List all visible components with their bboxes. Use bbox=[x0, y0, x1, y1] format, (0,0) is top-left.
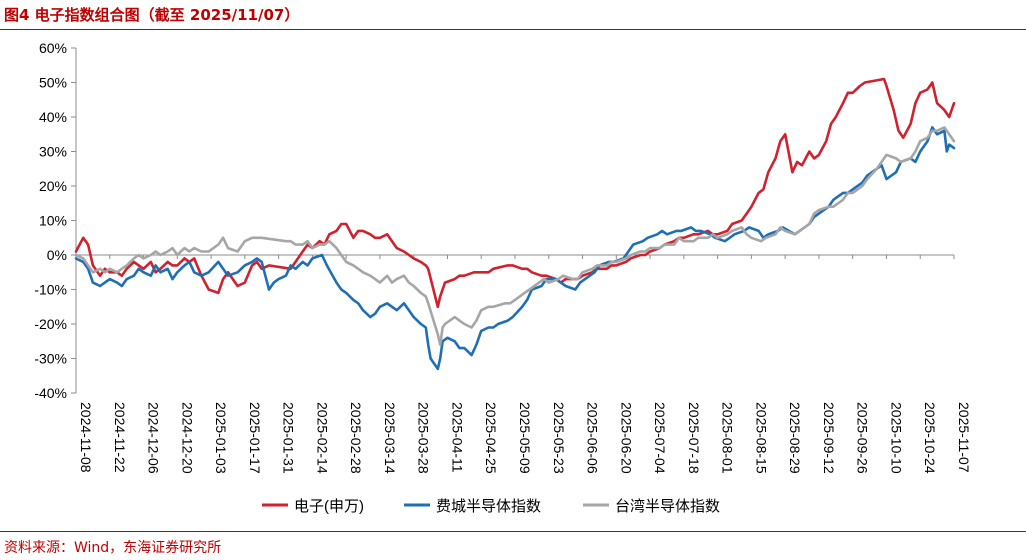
y-tick-label: 20% bbox=[39, 178, 67, 194]
x-tick-label: 2025-08-01 bbox=[720, 402, 736, 474]
y-tick-label: 30% bbox=[39, 144, 67, 160]
x-tick-label: 2025-09-12 bbox=[821, 402, 837, 474]
y-tick-label: 40% bbox=[39, 109, 67, 125]
y-tick-label: -10% bbox=[34, 282, 67, 298]
y-axis: -40% -30% -20% -10% 0% 10% 20% 30% 40% 50% 60% bbox=[34, 40, 77, 401]
y-tick-label: 50% bbox=[39, 75, 67, 91]
x-tick-label: 2025-07-18 bbox=[686, 402, 702, 474]
x-tick-label: 2025-06-20 bbox=[618, 402, 634, 474]
x-tick-label: 2025-02-28 bbox=[348, 402, 364, 474]
legend-label-3: 台湾半导体指数 bbox=[615, 498, 720, 515]
series-line-1 bbox=[74, 77, 956, 309]
x-tick-label: 2025-03-28 bbox=[416, 402, 432, 474]
line-chart: -40% -30% -20% -10% 0% 10% 20% 30% 40% 50% 60% 202… bbox=[34, 40, 972, 515]
legend: 电子(申万) 费城半导体指数 台湾半导体指数 bbox=[262, 498, 720, 515]
legend-label-1: 电子(申万) bbox=[294, 498, 364, 515]
x-tick-label: 2025-10-10 bbox=[888, 402, 904, 474]
y-tick-label: 60% bbox=[39, 40, 67, 56]
x-tick-label: 2025-11-07 bbox=[956, 402, 972, 473]
y-tick-label: 0% bbox=[47, 247, 67, 263]
x-tick-label: 2025-01-31 bbox=[281, 402, 297, 474]
legend-label-2: 费城半导体指数 bbox=[436, 498, 541, 515]
y-tick-label: -40% bbox=[34, 385, 67, 401]
y-tick-label: -20% bbox=[34, 316, 67, 332]
x-tick-label: 2025-01-17 bbox=[247, 402, 263, 474]
source-rule bbox=[0, 531, 1026, 532]
x-tick-label: 2025-05-23 bbox=[551, 402, 567, 474]
x-tick-label: 2025-08-29 bbox=[787, 402, 803, 474]
x-tick-label: 2025-04-11 bbox=[449, 402, 465, 473]
x-tick-label: 2025-03-14 bbox=[382, 402, 398, 474]
x-tick-label: 2024-12-06 bbox=[146, 402, 162, 474]
x-axis: 2024-11-08 2024-11-22 2024-12-06 2024-12-20… bbox=[75, 254, 972, 474]
y-tick-label: 10% bbox=[39, 213, 67, 229]
y-tick-label: -30% bbox=[34, 351, 67, 367]
x-tick-label: 2024-11-22 bbox=[112, 402, 128, 473]
x-tick-label: 2025-07-04 bbox=[652, 402, 668, 474]
x-tick-label: 2025-04-25 bbox=[483, 402, 499, 474]
series-lines bbox=[74, 77, 956, 371]
source-note: 资料来源：Wind，东海证券研究所 bbox=[4, 540, 222, 556]
figure-title: 图4 电子指数组合图（截至 2025/11/07） bbox=[4, 6, 300, 24]
x-tick-label: 2024-12-20 bbox=[179, 402, 195, 474]
x-tick-label: 2025-09-26 bbox=[855, 402, 871, 474]
x-tick-label: 2025-08-15 bbox=[753, 402, 769, 474]
x-tick-label: 2025-01-03 bbox=[213, 402, 229, 474]
x-tick-label: 2025-02-14 bbox=[314, 402, 330, 474]
x-tick-label: 2025-10-24 bbox=[922, 402, 938, 474]
x-tick-label: 2025-06-06 bbox=[585, 402, 601, 474]
title-rule bbox=[0, 29, 1026, 30]
x-tick-label: 2024-11-08 bbox=[78, 402, 94, 473]
x-tick-label: 2025-05-09 bbox=[517, 402, 533, 474]
series-line-2 bbox=[74, 126, 956, 371]
series-line-3 bbox=[74, 126, 956, 347]
